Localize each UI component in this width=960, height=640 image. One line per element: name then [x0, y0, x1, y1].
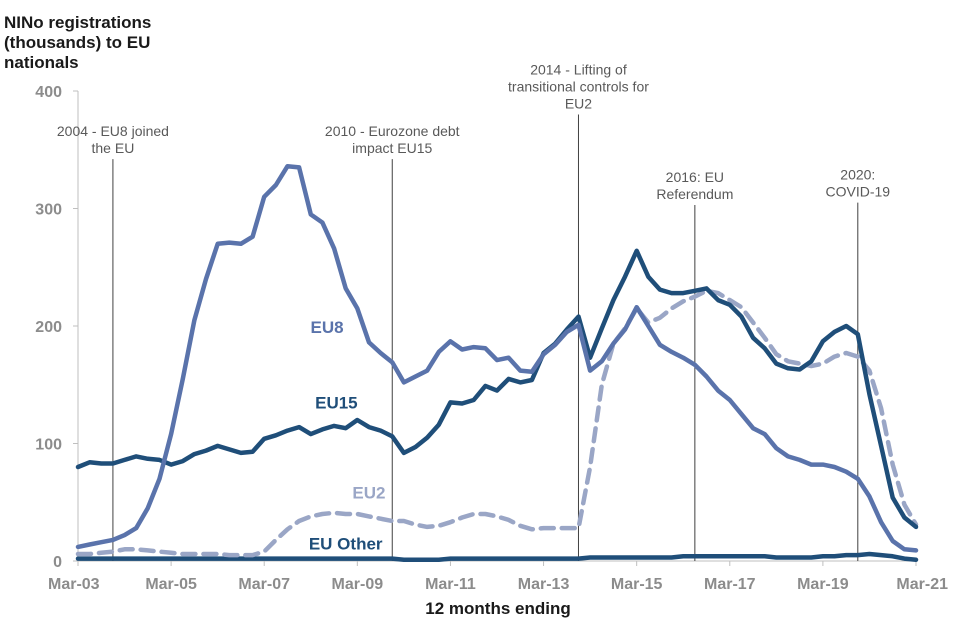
y-axis-title: NINo registrations(thousands) to EUnatio… — [4, 13, 151, 72]
y-tick-label: 400 — [35, 84, 62, 101]
y-axis: 0 100 200 300 400 — [35, 84, 79, 571]
x-tick-label: Mar-11 — [425, 576, 476, 593]
series-lines — [75, 163, 919, 563]
y-axis-title-line: (thousands) to EU — [4, 33, 150, 52]
series-label-eu8: EU8 — [311, 318, 344, 337]
event-label: 2016: EU — [666, 169, 724, 185]
series-label-eu2: EU2 — [352, 484, 385, 503]
event-label: the EU — [92, 140, 135, 156]
x-tick-label: Mar-09 — [332, 576, 384, 593]
series-labels: EU8 EU15 EU2 EU Other — [309, 318, 386, 553]
event-label: 2010 - Eurozone debt — [325, 123, 460, 139]
y-tick-label: 300 — [35, 202, 62, 219]
y-tick-label: 200 — [35, 319, 62, 336]
event-label: 2014 - Lifting of — [530, 62, 627, 78]
event-label: impact EU15 — [352, 140, 432, 156]
series-label-eu15: EU15 — [315, 393, 358, 412]
x-tick-label: Mar-19 — [797, 576, 849, 593]
x-tick-label: Mar-21 — [896, 576, 948, 593]
series-line-eu15 — [75, 248, 919, 530]
x-tick-label: Mar-17 — [704, 576, 756, 593]
series-label-eu-other: EU Other — [309, 534, 383, 553]
event-label: 2020: — [840, 167, 875, 183]
series-line-eu-other — [75, 551, 919, 563]
event-label: transitional controls for — [508, 79, 649, 95]
x-tick-label: Mar-15 — [611, 576, 663, 593]
event-label: Referendum — [656, 186, 733, 202]
x-tick-label: Mar-03 — [48, 576, 100, 593]
series-line-eu2 — [75, 288, 919, 558]
event-label: EU2 — [565, 96, 592, 112]
x-tick-label: Mar-05 — [145, 576, 197, 593]
event-label: COVID-19 — [826, 184, 891, 200]
y-tick-label: 100 — [35, 437, 62, 454]
x-axis: Mar-03 Mar-05 Mar-07 Mar-09 Mar-11 Mar-13 Mar-… — [48, 560, 948, 593]
y-axis-title-line: nationals — [4, 53, 79, 72]
y-tick-label: 0 — [53, 554, 62, 571]
x-tick-label: Mar-13 — [518, 576, 570, 593]
x-tick-label: Mar-07 — [238, 576, 290, 593]
series-line-eu8 — [75, 163, 919, 553]
event-label: 2004 - EU8 joined — [57, 123, 169, 139]
x-axis-title: 12 months ending — [425, 599, 570, 618]
y-axis-title-line: NINo registrations — [4, 13, 151, 32]
